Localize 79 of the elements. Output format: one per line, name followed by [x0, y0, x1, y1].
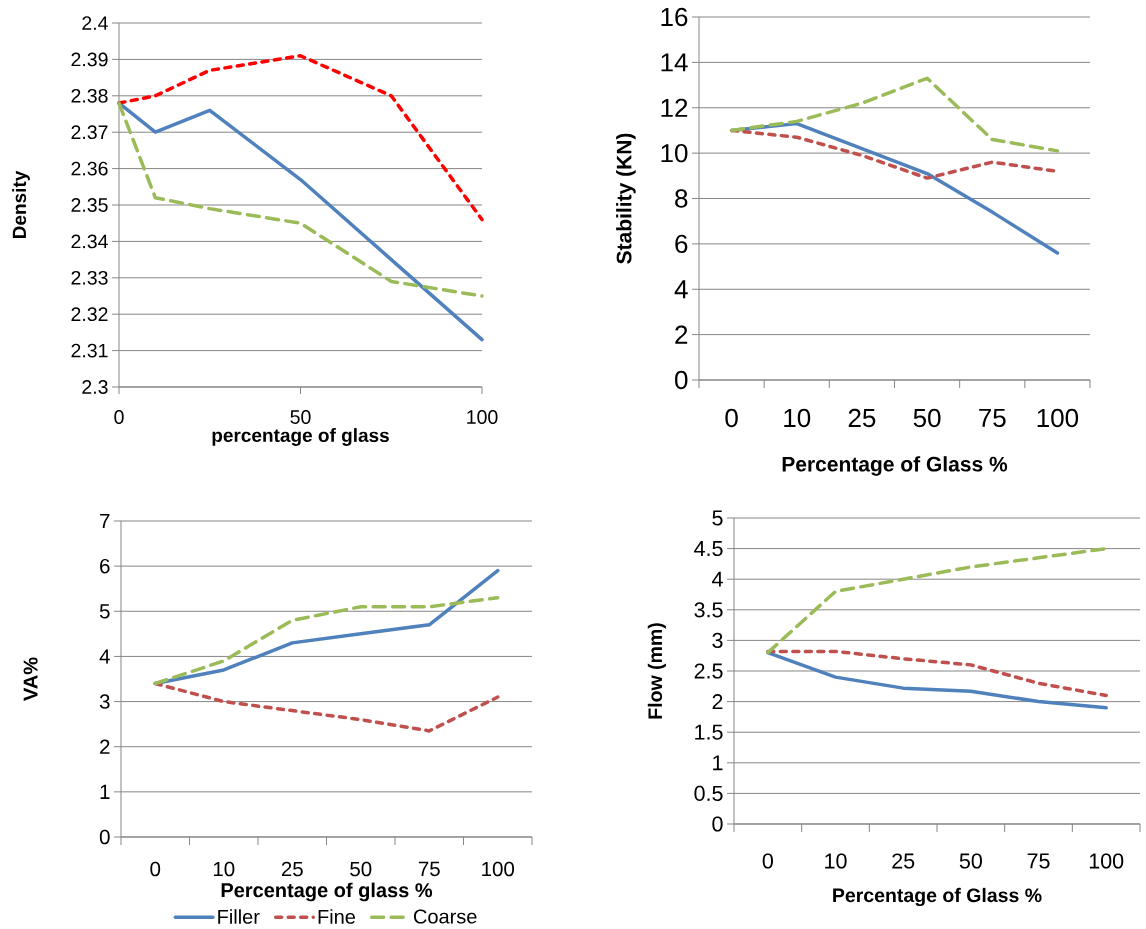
y-tick-label: 2.31: [71, 343, 108, 358]
x-tick-label: 100: [1089, 853, 1124, 869]
y-tick-label: 5: [712, 510, 723, 526]
y-tick-label: 0.5: [694, 785, 723, 801]
x-tick-label: 25: [848, 408, 876, 428]
x-tick-label: 75: [979, 408, 1006, 428]
y-tick-label: 4.5: [694, 541, 723, 557]
x-tick-label: 100: [1037, 408, 1079, 428]
y-tick-label: 2.36: [71, 161, 108, 176]
y-tick-label: 2: [675, 325, 688, 344]
y-tick-label: 16: [661, 7, 688, 27]
line-series: [766, 649, 1108, 698]
y-tick-label: 2.34: [71, 234, 108, 249]
x-tick-label: 50: [959, 853, 982, 869]
line-series: [729, 76, 1060, 153]
x-tick-label: 75: [418, 861, 440, 877]
x-axis-title: Percentage of glass %: [221, 882, 433, 902]
y-tick-label: 0: [99, 829, 110, 845]
x-tick-label: 10: [213, 861, 235, 877]
x-tick-label: 10: [825, 853, 847, 869]
legend-label: Filler: [218, 909, 260, 924]
y-axis-title: Stability (KN): [616, 133, 636, 264]
line-series: [153, 595, 500, 686]
x-tick-label: 50: [913, 408, 941, 428]
line-series: [117, 101, 484, 298]
y-tick-label: 6: [675, 234, 688, 254]
y-tick-label: 0: [712, 816, 723, 832]
y-axis-title: Density: [12, 170, 30, 239]
y-tick-label: 2.35: [71, 198, 108, 212]
y-tick-label: 2: [100, 739, 110, 754]
x-tick-label: 100: [482, 861, 515, 877]
x-tick-label: 100: [467, 410, 498, 424]
y-tick-label: 10: [661, 143, 688, 163]
y-tick-label: 4: [712, 571, 723, 587]
x-tick-label: 10: [784, 408, 811, 428]
line-series: [766, 650, 1108, 710]
x-tick-label: 50: [290, 410, 311, 424]
y-tick-label: 3: [712, 632, 723, 648]
y-tick-label: 4: [674, 280, 688, 299]
line-series: [766, 546, 1108, 655]
y-axis-title: VA%: [23, 657, 38, 701]
x-axis-title: percentage of glass: [212, 428, 389, 446]
x-tick-label: 0: [114, 410, 124, 424]
x-tick-label: 50: [350, 861, 372, 877]
y-tick-label: 1: [100, 784, 110, 799]
y-tick-label: 2.3: [82, 380, 108, 394]
legend-label: Coarse: [413, 909, 477, 924]
y-tick-label: 8: [675, 189, 688, 208]
x-tick-label: 0: [762, 853, 773, 869]
y-tick-label: 4: [99, 649, 110, 664]
y-tick-label: 5: [99, 604, 110, 619]
y-tick-label: 2.33: [71, 270, 108, 285]
y-tick-label: 2: [712, 694, 723, 710]
y-tick-label: 1.5: [695, 724, 723, 740]
y-tick-label: 0: [675, 370, 688, 390]
x-tick-label: 75: [1027, 853, 1050, 869]
y-tick-label: 1: [713, 755, 723, 771]
y-tick-label: 2.4: [82, 16, 108, 30]
line-series: [153, 681, 500, 733]
y-tick-label: 3: [99, 694, 110, 709]
x-tick-label: 25: [892, 853, 915, 869]
y-tick-label: 14: [661, 53, 688, 72]
x-tick-label: 25: [281, 861, 303, 877]
y-tick-label: 3.5: [694, 602, 723, 618]
y-tick-label: 6: [100, 558, 110, 574]
legend-label: Fine: [318, 909, 356, 924]
y-tick-label: 2.32: [71, 307, 108, 322]
x-axis-title: Percentage of Glass %: [833, 887, 1042, 907]
x-tick-label: 0: [725, 408, 738, 428]
y-tick-label: 2.37: [71, 125, 108, 140]
y-tick-label: 2.39: [71, 52, 108, 67]
y-tick-label: 12: [661, 98, 688, 117]
x-tick-label: 0: [150, 861, 161, 877]
y-tick-label: 2.38: [71, 88, 108, 103]
y-axis-title: Flow (mm): [647, 623, 666, 719]
y-tick-label: 2.5: [694, 663, 723, 679]
y-tick-label: 7: [100, 513, 110, 529]
line-series: [117, 54, 484, 222]
x-axis-title: Percentage of Glass %: [782, 456, 1008, 476]
